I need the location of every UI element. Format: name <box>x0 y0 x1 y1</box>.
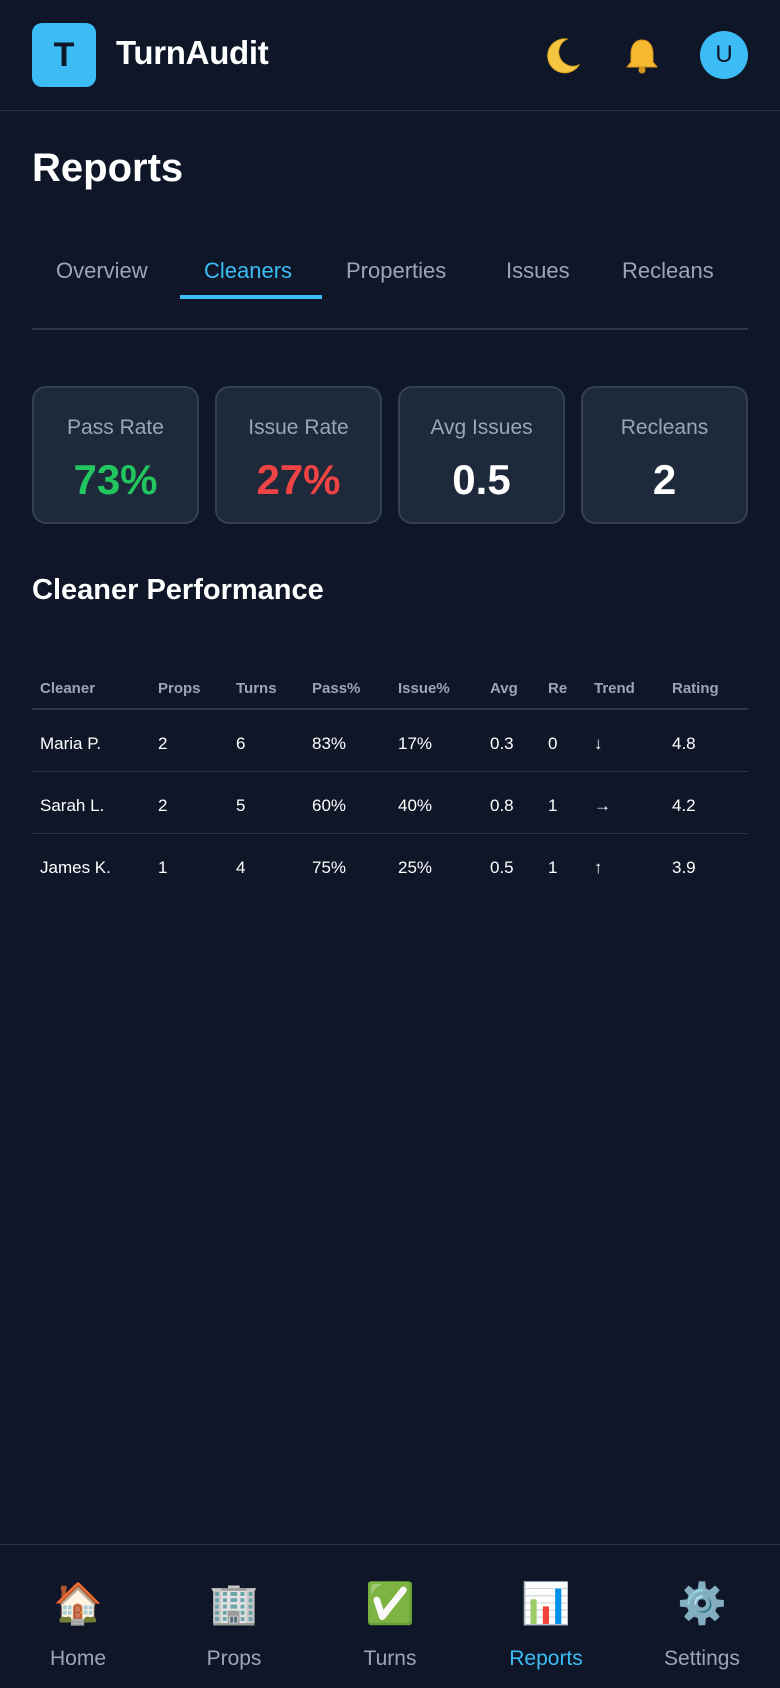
nav-label: Props <box>206 1647 262 1670</box>
stat-card-issue-rate: Issue Rate 27% <box>215 386 382 524</box>
cell-props: 2 <box>158 734 168 753</box>
gear-icon: ⚙️ <box>677 1582 727 1626</box>
nav-label: Home <box>49 1647 107 1670</box>
column-header[interactable]: Trend <box>594 680 635 697</box>
notifications-button[interactable] <box>620 34 664 78</box>
report-tabs: Overview Cleaners Properties Issues Recl… <box>32 236 748 330</box>
cell-pass: 83% <box>312 734 347 753</box>
trend-flat-icon: → <box>594 796 611 815</box>
column-header[interactable]: Rating <box>672 680 719 697</box>
cell-avg: 0.5 <box>490 858 514 877</box>
cell-recleans: 1 <box>548 796 558 815</box>
nav-label: Reports <box>509 1647 583 1670</box>
tab-cleaners[interactable]: Cleaners <box>204 258 293 283</box>
active-tab-indicator <box>180 295 322 299</box>
stat-label: Pass Rate <box>67 416 164 439</box>
stat-value: 2 <box>652 456 677 503</box>
column-header[interactable]: Props <box>158 680 201 697</box>
app-name: TurnAudit <box>116 34 269 71</box>
table-header-row: Cleaner Props Turns Pass% Issue% Avg Re … <box>32 668 748 710</box>
stat-label: Recleans <box>620 416 709 439</box>
cell-issue: 17% <box>398 734 433 753</box>
app-logo[interactable]: T <box>32 23 96 87</box>
column-header[interactable]: Turns <box>236 680 277 697</box>
cell-pass: 60% <box>312 796 347 815</box>
cell-cleaner: James K. <box>40 858 111 877</box>
building-icon: 🏢 <box>209 1582 259 1626</box>
tab-overview[interactable]: Overview <box>56 258 148 283</box>
cell-cleaner: Maria P. <box>40 734 102 753</box>
bottom-navigation: 🏠 Home 🏢 Props ✅ Turns 📊 Reports ⚙️ Sett… <box>0 1544 780 1688</box>
nav-item-settings[interactable]: ⚙️ Settings <box>624 1545 780 1688</box>
stat-value: 73% <box>73 456 158 503</box>
cell-props: 1 <box>158 858 168 877</box>
stat-label: Issue Rate <box>248 416 349 439</box>
nav-item-reports[interactable]: 📊 Reports <box>468 1545 624 1688</box>
moon-icon <box>547 38 581 74</box>
table-row[interactable]: James K. 1 4 75% 25% 0.5 1 ↑ 3.9 <box>32 834 748 896</box>
tab-properties[interactable]: Properties <box>346 258 447 283</box>
bar-chart-icon: 📊 <box>521 1582 571 1626</box>
top-header: T TurnAudit U <box>0 0 780 111</box>
cell-recleans: 1 <box>548 858 558 877</box>
table-row[interactable]: Maria P. 2 6 83% 17% 0.3 0 ↓ 4.8 <box>32 710 748 772</box>
stat-card-pass-rate: Pass Rate 73% <box>32 386 199 524</box>
theme-toggle-button[interactable] <box>540 34 584 78</box>
column-header[interactable]: Pass% <box>312 680 361 697</box>
cleaner-performance-table: Cleaner Props Turns Pass% Issue% Avg Re … <box>32 668 748 896</box>
table-row[interactable]: Sarah L. 2 5 60% 40% 0.8 1 → 4.2 <box>32 772 748 834</box>
nav-label: Turns <box>363 1647 417 1670</box>
stat-label: Avg Issues <box>430 416 533 439</box>
trend-up-icon: ↑ <box>594 858 603 877</box>
bell-icon <box>625 39 659 74</box>
cell-turns: 4 <box>236 858 246 877</box>
nav-label: Settings <box>664 1647 740 1670</box>
column-header[interactable]: Issue% <box>398 680 450 697</box>
trend-down-icon: ↓ <box>594 734 603 753</box>
stat-value: 0.5 <box>452 456 511 503</box>
cell-avg: 0.3 <box>490 734 514 753</box>
stat-card-avg-issues: Avg Issues 0.5 <box>398 386 565 524</box>
section-title: Cleaner Performance <box>32 574 324 606</box>
cell-turns: 5 <box>236 796 246 815</box>
cell-turns: 6 <box>236 734 246 753</box>
tab-recleans[interactable]: Recleans <box>622 258 714 283</box>
user-avatar[interactable]: U <box>700 31 748 79</box>
tab-issues[interactable]: Issues <box>506 258 570 283</box>
checkbox-icon: ✅ <box>365 1582 415 1626</box>
cell-pass: 75% <box>312 858 347 877</box>
cell-recleans: 0 <box>548 734 558 753</box>
cell-issue: 40% <box>398 796 433 815</box>
stat-card-recleans: Recleans 2 <box>581 386 748 524</box>
cell-issue: 25% <box>398 858 433 877</box>
page-title: Reports <box>32 146 184 190</box>
nav-item-props[interactable]: 🏢 Props <box>156 1545 312 1688</box>
column-header[interactable]: Re <box>548 680 568 697</box>
nav-item-turns[interactable]: ✅ Turns <box>312 1545 468 1688</box>
cell-avg: 0.8 <box>490 796 514 815</box>
cell-cleaner: Sarah L. <box>40 796 105 815</box>
cell-rating: 4.8 <box>672 734 696 753</box>
cell-rating: 3.9 <box>672 858 696 877</box>
home-icon: 🏠 <box>53 1582 103 1626</box>
stat-value: 27% <box>256 456 341 503</box>
nav-item-home[interactable]: 🏠 Home <box>0 1545 156 1688</box>
column-header[interactable]: Cleaner <box>40 680 96 697</box>
cell-rating: 4.2 <box>672 796 696 815</box>
column-header[interactable]: Avg <box>490 680 518 697</box>
cell-props: 2 <box>158 796 168 815</box>
